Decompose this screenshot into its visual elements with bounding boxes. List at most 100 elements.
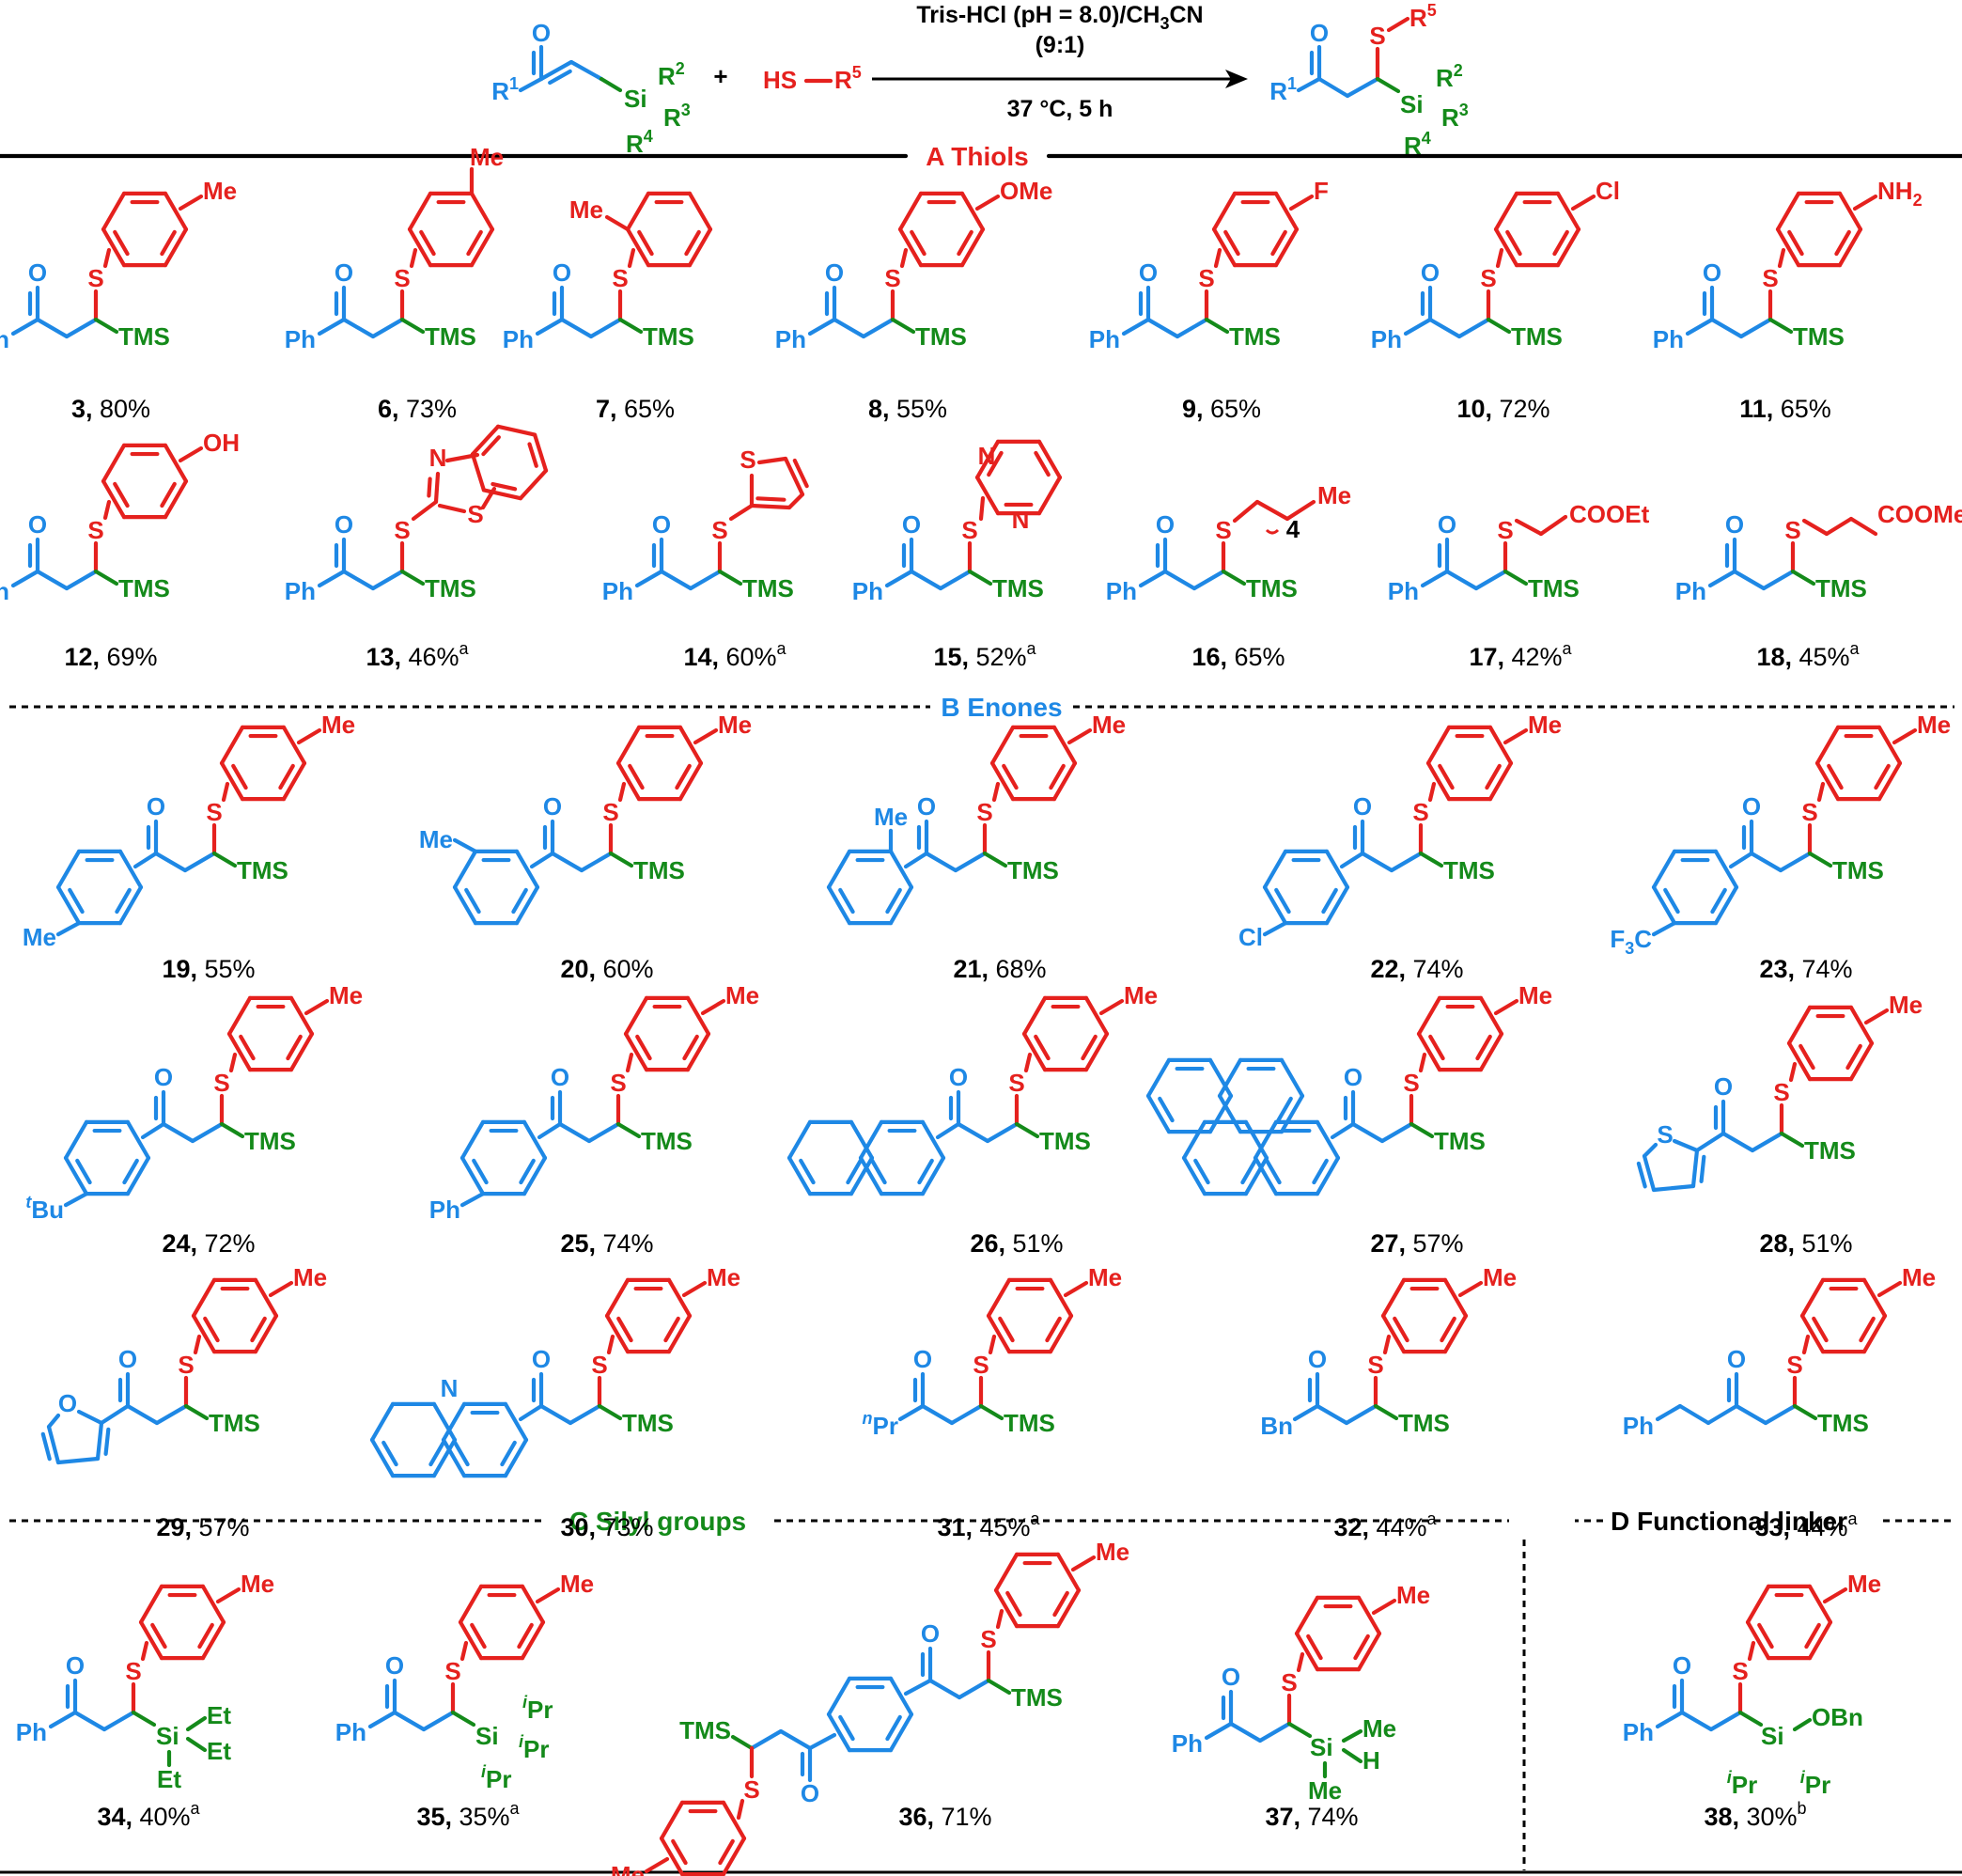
bond	[35, 569, 70, 591]
bond	[1270, 229, 1287, 257]
r3-group: R3	[1441, 101, 1469, 132]
bond	[1707, 569, 1737, 588]
bond	[1049, 763, 1066, 790]
ring-substituent: Me	[1889, 991, 1923, 1019]
compound-7: O S Ph TMS Me	[503, 191, 713, 353]
sulfur-atom: S	[612, 264, 628, 292]
bond	[1786, 1005, 1813, 1046]
tms-group: TMS	[1039, 1127, 1091, 1155]
bond	[1223, 229, 1240, 257]
bond	[1876, 1280, 1903, 1298]
tms-group: TMS	[1804, 1136, 1856, 1165]
bond	[46, 1424, 61, 1465]
compound-caption-10: 10, 72%	[1456, 395, 1549, 423]
nitrogen-atom: N	[978, 442, 996, 470]
bond	[1799, 1277, 1826, 1319]
bond	[1243, 1119, 1269, 1161]
phenyl-group: Ph	[285, 325, 316, 353]
oxygen-atom: O	[28, 510, 47, 539]
ring-substituent: F	[1314, 177, 1329, 205]
conditions-solvent: Tris-HCl (pH = 8.0)/CH3CN	[916, 2, 1203, 33]
bond	[1503, 569, 1529, 586]
bond	[579, 851, 614, 873]
bond	[807, 1732, 837, 1751]
bond	[604, 214, 631, 232]
compound-caption-32: 32, 44%a	[1333, 1509, 1437, 1541]
bond	[1876, 760, 1903, 802]
bond	[1705, 1403, 1739, 1426]
bond	[1713, 849, 1739, 890]
bond	[993, 1552, 1020, 1593]
bond	[113, 481, 130, 508]
bond	[1409, 1121, 1435, 1139]
bond	[1694, 1131, 1726, 1153]
compound-caption-9: 9, 65%	[1182, 395, 1261, 423]
bond	[452, 837, 478, 853]
bond	[1442, 1313, 1469, 1354]
bond	[884, 569, 914, 588]
oxygen-atom: O	[1308, 1345, 1327, 1373]
bond	[160, 229, 177, 257]
phenyl-group: Ph	[1371, 325, 1402, 353]
tms-group: TMS	[641, 1127, 693, 1155]
bond	[786, 492, 805, 510]
isopropyl-group: iPr	[481, 1762, 511, 1793]
bond	[115, 887, 132, 915]
compound-6: O S Ph TMS Me	[285, 143, 504, 353]
sulfur-atom: S	[743, 1775, 759, 1804]
bond	[72, 1710, 107, 1732]
ring-substituent: Me	[329, 981, 363, 1009]
compound-31: O S TMS Me nPr	[863, 1263, 1123, 1440]
bond	[1036, 475, 1063, 516]
bond	[1273, 227, 1300, 268]
bond	[1288, 194, 1315, 211]
bond	[1262, 884, 1288, 926]
bond	[1193, 1158, 1210, 1185]
oxygen-atom: O	[1742, 792, 1761, 821]
bond	[693, 727, 719, 745]
bond	[76, 1409, 104, 1426]
bond	[450, 1710, 476, 1727]
bond	[1294, 1631, 1320, 1672]
bond	[190, 1121, 225, 1144]
oxygen-atom: O	[58, 1389, 77, 1417]
bond	[399, 317, 426, 335]
ring-substituent: Me	[1902, 1263, 1936, 1291]
bond	[538, 1403, 573, 1426]
bond	[1495, 247, 1504, 269]
bond	[1642, 1142, 1658, 1159]
sulfur-atom: S	[1762, 264, 1778, 292]
bond	[1181, 1119, 1207, 1161]
bond	[1070, 1555, 1097, 1572]
bond	[1485, 763, 1502, 790]
bond	[1221, 569, 1247, 586]
bond	[193, 1334, 202, 1355]
isopropyl-group: iPr	[1727, 1768, 1757, 1799]
bond	[644, 1856, 670, 1874]
bond	[1286, 1721, 1313, 1739]
sulfur-atom: S	[1198, 264, 1214, 292]
bond	[163, 191, 189, 232]
tms-group: TMS	[1007, 856, 1059, 884]
oxygen-atom: O	[553, 258, 571, 287]
bond	[1876, 725, 1903, 766]
bond	[721, 1836, 747, 1876]
sulfur-atom: S	[1480, 264, 1496, 292]
compound-30: O S TMS Me N	[369, 1263, 740, 1478]
oxygen-atom: O	[1673, 1651, 1691, 1680]
tms-group: TMS	[742, 574, 794, 602]
r2-group: R2	[1436, 61, 1463, 92]
sulfur-atom: S	[1732, 1657, 1748, 1685]
phenyl-group: Ph	[1675, 577, 1706, 605]
compound-34: O S Ph Me Si Et Et Et	[16, 1570, 274, 1793]
bond	[978, 495, 986, 522]
bond	[1767, 317, 1794, 335]
tms-group: TMS	[1004, 1409, 1055, 1437]
compound-caption-27: 27, 57%	[1370, 1229, 1463, 1258]
bond	[1316, 76, 1350, 99]
ring-substituent: Me	[725, 981, 759, 1009]
silicon-atom: Si	[1761, 1722, 1784, 1750]
ring-substituent: NH2	[1877, 177, 1923, 210]
bond	[957, 229, 973, 257]
bond	[615, 725, 642, 766]
